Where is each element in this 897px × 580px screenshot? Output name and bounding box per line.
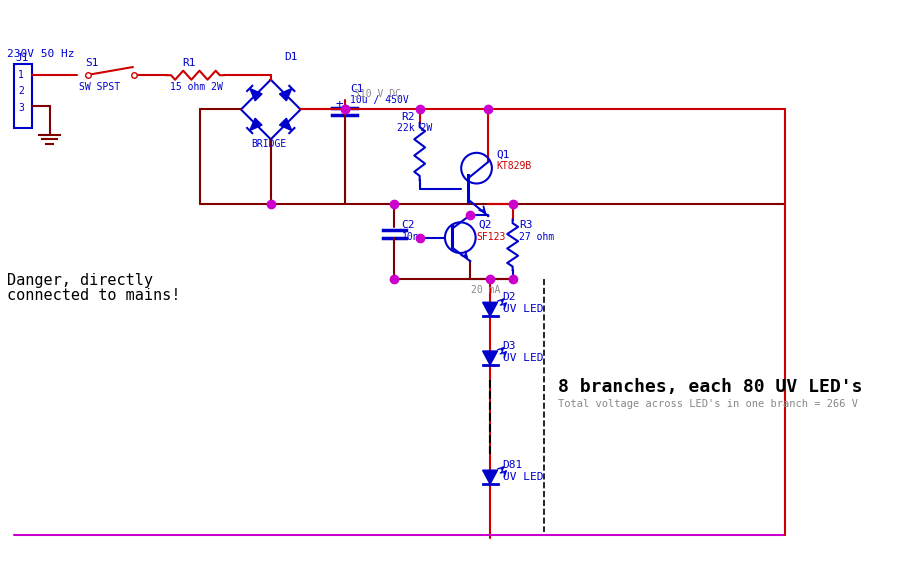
- Bar: [13, 64, 31, 128]
- Text: 20 mA: 20 mA: [471, 285, 501, 295]
- Polygon shape: [280, 118, 292, 130]
- Text: 2: 2: [18, 86, 24, 96]
- Text: 15 ohm 2W: 15 ohm 2W: [170, 82, 222, 92]
- Text: R2: R2: [402, 112, 415, 122]
- Text: D1: D1: [284, 52, 298, 62]
- Text: +: +: [335, 97, 344, 111]
- Text: R3: R3: [519, 220, 533, 230]
- Text: Danger, directly: Danger, directly: [7, 274, 153, 288]
- Text: 27 ohm: 27 ohm: [519, 232, 554, 242]
- Text: C2: C2: [402, 220, 415, 230]
- Text: 3: 3: [18, 103, 24, 113]
- Text: 310 V DC: 310 V DC: [353, 89, 401, 99]
- Text: S1: S1: [86, 57, 100, 67]
- Polygon shape: [249, 88, 262, 101]
- Polygon shape: [483, 470, 498, 484]
- Text: 1: 1: [18, 70, 24, 80]
- Text: 10n: 10n: [402, 232, 419, 242]
- Polygon shape: [483, 351, 498, 365]
- Text: R1: R1: [182, 57, 196, 67]
- Text: SW SPST: SW SPST: [80, 82, 120, 92]
- Text: J1: J1: [15, 53, 29, 63]
- Text: UV LED: UV LED: [502, 353, 544, 362]
- Text: Total voltage across LED's in one branch = 266 V: Total voltage across LED's in one branch…: [558, 398, 858, 409]
- Text: D81: D81: [502, 460, 523, 470]
- Text: 230V 50 Hz: 230V 50 Hz: [7, 49, 74, 59]
- Text: Q2: Q2: [478, 220, 492, 230]
- Text: Q1: Q1: [496, 150, 509, 160]
- Text: D2: D2: [502, 292, 516, 302]
- Polygon shape: [483, 302, 498, 316]
- Polygon shape: [249, 118, 262, 130]
- Text: C1: C1: [350, 84, 363, 94]
- Text: D3: D3: [502, 341, 516, 351]
- Text: UV LED: UV LED: [502, 304, 544, 314]
- Text: SF123: SF123: [476, 232, 506, 242]
- Text: 22k 2W: 22k 2W: [397, 122, 432, 133]
- Text: 10u / 450V: 10u / 450V: [350, 96, 409, 106]
- Polygon shape: [280, 88, 292, 101]
- Text: 8 branches, each 80 UV LED's: 8 branches, each 80 UV LED's: [558, 379, 862, 397]
- Text: UV LED: UV LED: [502, 472, 544, 482]
- Text: KT829B: KT829B: [496, 161, 532, 171]
- Text: BRIDGE: BRIDGE: [251, 139, 286, 149]
- Text: connected to mains!: connected to mains!: [7, 288, 180, 303]
